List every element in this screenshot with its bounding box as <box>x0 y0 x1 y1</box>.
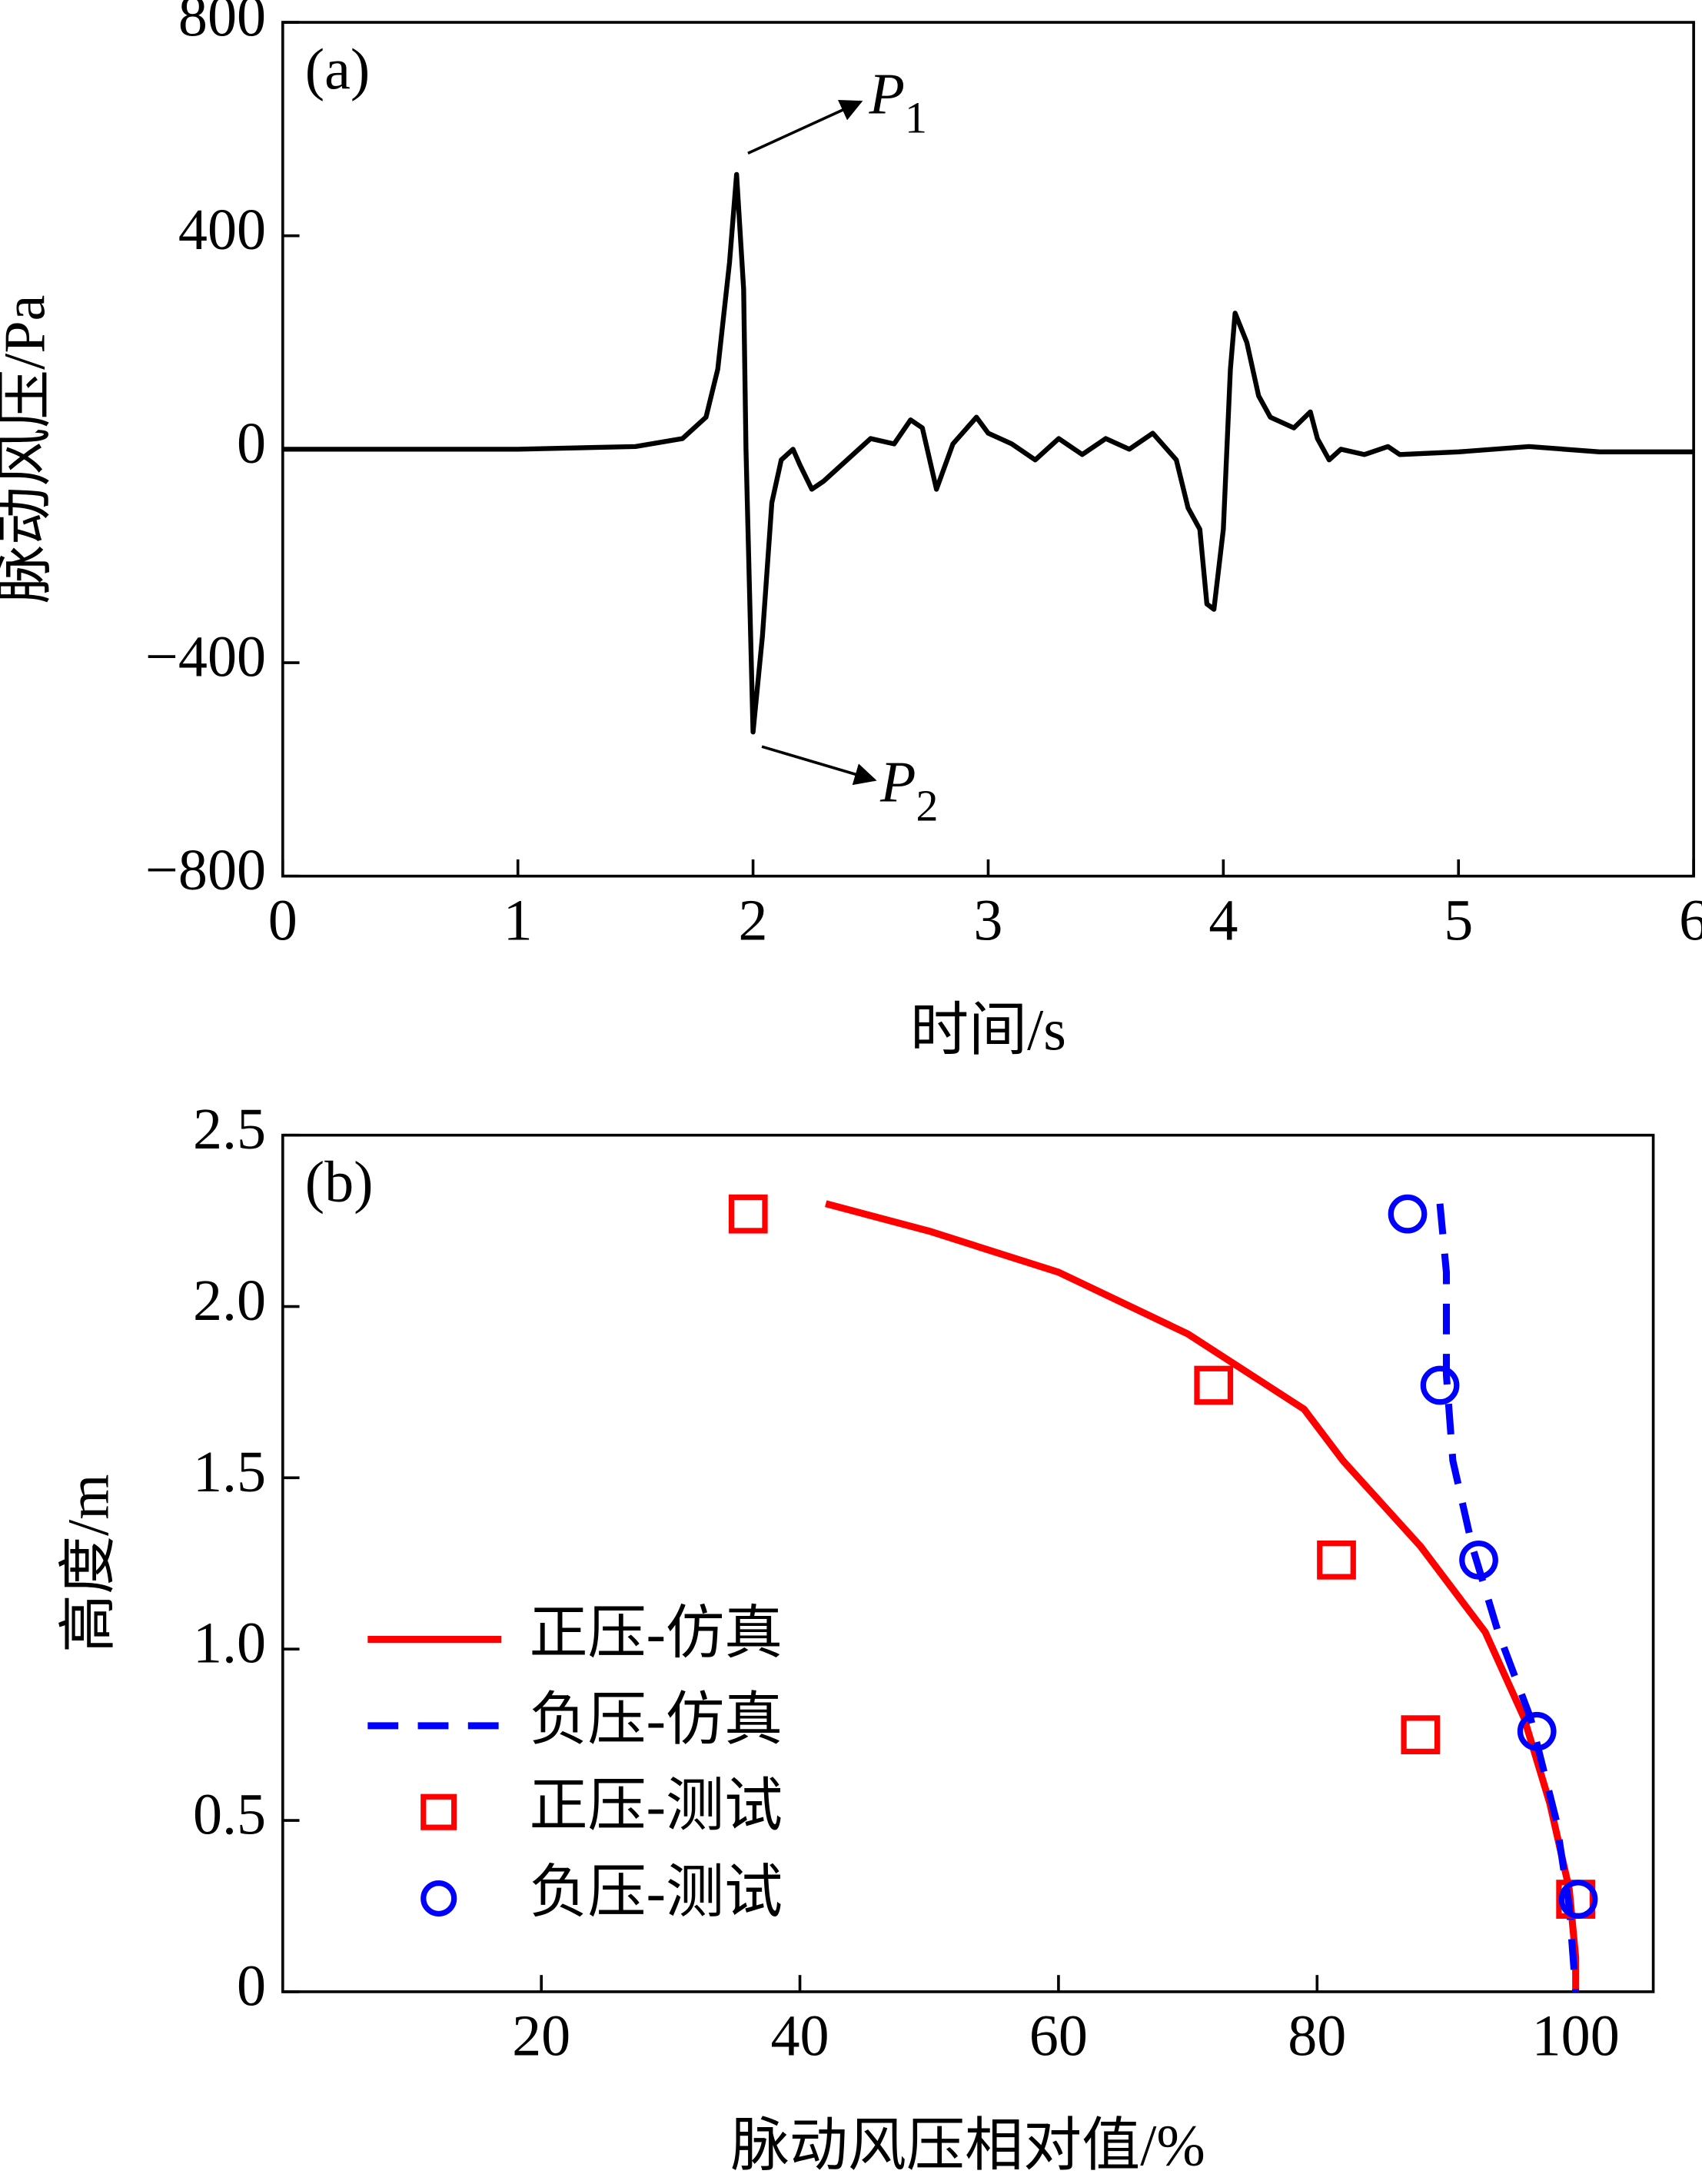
y-axis-label: 高度/m <box>57 1474 121 1653</box>
panel-label: (b) <box>305 1150 374 1215</box>
marker-circle <box>1459 1540 1498 1580</box>
arrow <box>747 99 863 155</box>
marker-square <box>1194 1365 1234 1405</box>
x-tick-label: 100 <box>1532 2004 1620 2069</box>
arrow <box>761 745 877 786</box>
marker-circle <box>1517 1711 1557 1751</box>
x-tick-label: 5 <box>1444 888 1473 952</box>
annotation: P2 <box>879 750 938 831</box>
legend-swatch <box>421 1793 457 1830</box>
annotation-text: P <box>879 750 916 815</box>
x-axis-label: 时间/s <box>910 998 1066 1062</box>
annotation: P1 <box>869 62 927 143</box>
legend-label: 负压-测试 <box>529 1860 783 1925</box>
y-tick-label: 0.5 <box>193 1783 266 1847</box>
series-line <box>825 1200 1580 1992</box>
annotation-text: P <box>869 62 905 127</box>
series-line <box>282 171 1694 735</box>
y-tick-label: 400 <box>178 198 266 262</box>
legend-label: 正压-仿真 <box>529 1601 783 1666</box>
y-tick-label: −400 <box>145 624 266 689</box>
x-tick-label: 2 <box>739 888 768 952</box>
x-tick-label: 6 <box>1679 888 1702 952</box>
x-tick-label: 0 <box>268 888 298 952</box>
y-tick-label: −800 <box>145 838 266 903</box>
legend-label: 正压-测试 <box>529 1774 783 1839</box>
x-tick-label: 60 <box>1029 2004 1088 2069</box>
marker-square <box>1317 1540 1356 1580</box>
y-tick-label: 1.0 <box>193 1611 266 1676</box>
panel-label: (a) <box>305 37 370 101</box>
x-tick-label: 80 <box>1288 2004 1346 2069</box>
legend-swatch <box>421 1880 457 1917</box>
x-tick-label: 4 <box>1208 888 1238 952</box>
plot-frame <box>281 1133 1655 1993</box>
y-tick-label: 1.5 <box>193 1440 266 1504</box>
x-tick-label: 40 <box>771 2004 829 2069</box>
y-tick-label: 0 <box>237 1953 266 2018</box>
x-tick-label: 3 <box>973 888 1002 952</box>
annotation-sub: 2 <box>916 781 939 831</box>
marker-circle <box>1558 1880 1598 1919</box>
series-line <box>1436 1203 1580 1993</box>
annotation-sub: 1 <box>905 93 927 143</box>
y-tick-label: 2.5 <box>193 1097 266 1162</box>
y-tick-label: 2.0 <box>193 1268 266 1333</box>
legend-label: 负压-仿真 <box>529 1687 783 1752</box>
marker-circle <box>1388 1194 1428 1234</box>
y-axis-label: 脉动风压/Pa <box>0 295 57 604</box>
y-tick-label: 800 <box>178 0 266 49</box>
x-tick-label: 1 <box>504 888 533 952</box>
marker-circle <box>1420 1365 1460 1405</box>
marker-square <box>1401 1715 1441 1755</box>
x-tick-label: 20 <box>512 2004 570 2069</box>
y-tick-label: 0 <box>237 411 266 476</box>
marker-square <box>728 1194 768 1234</box>
x-axis-label: 脉动风压相对值/% <box>731 2114 1205 2179</box>
